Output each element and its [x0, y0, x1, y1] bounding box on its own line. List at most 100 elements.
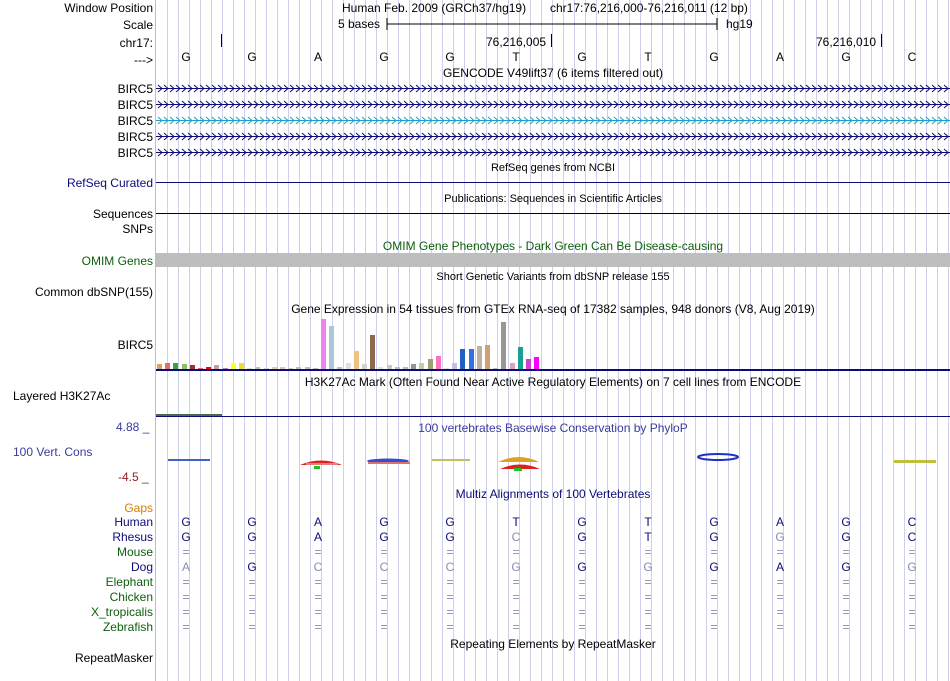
dbsnp-label[interactable]: Common dbSNP(155)	[34, 285, 153, 299]
gtex-tissue-bar[interactable]	[354, 351, 359, 369]
coord-label-2: 76,216,010	[816, 35, 877, 49]
gtex-tissue-bar[interactable]	[157, 364, 162, 369]
gtex-tissue-bar[interactable]	[296, 367, 301, 369]
species-label[interactable]: Mouse	[116, 545, 153, 559]
phylop-track-title: 100 vertebrates Basewise Conservation by…	[418, 421, 688, 435]
gencode-transcript[interactable]	[156, 148, 950, 157]
gtex-tissue-bar[interactable]	[362, 364, 367, 369]
gtex-tissue-bar[interactable]	[510, 363, 515, 369]
omim-label[interactable]: OMIM Genes	[81, 254, 153, 268]
gtex-tissue-bar[interactable]	[419, 363, 424, 369]
gtex-track-title: Gene Expression in 54 tissues from GTEx …	[291, 302, 815, 316]
alignment-base: C	[313, 560, 323, 574]
dna-base: G	[709, 50, 719, 64]
gtex-tissue-bar[interactable]	[485, 345, 490, 369]
gencode-gene-label[interactable]: BIRC5	[117, 146, 153, 160]
species-label[interactable]: X_tropicalis	[90, 605, 153, 619]
sequences-label[interactable]: Sequences	[92, 207, 153, 221]
gtex-tissue-bar[interactable]	[387, 365, 392, 369]
gtex-tissue-bar[interactable]	[469, 349, 474, 369]
species-label[interactable]: Elephant	[105, 575, 153, 589]
gtex-tissue-bar[interactable]	[444, 368, 449, 369]
dna-base: T	[512, 50, 520, 64]
gtex-tissue-bar[interactable]	[526, 359, 531, 369]
gtex-tissue-bar[interactable]	[346, 363, 351, 369]
alignment-base: C	[445, 560, 455, 574]
gtex-tissue-bar[interactable]	[198, 368, 203, 369]
species-label[interactable]: Dog	[130, 560, 153, 574]
gtex-tissue-bar[interactable]	[518, 347, 523, 369]
gtex-tissue-bar[interactable]	[493, 368, 498, 369]
refseq-label[interactable]: RefSeq Curated	[66, 176, 153, 190]
alignment-base: =	[512, 620, 520, 634]
gencode-transcript[interactable]	[156, 116, 950, 125]
repeatmasker-label[interactable]: RepeatMasker	[74, 651, 153, 665]
publications-sequence-line[interactable]	[156, 213, 950, 214]
gtex-tissue-bar[interactable]	[403, 367, 408, 369]
position-text[interactable]: chr17:76,216,000-76,216,011 (12 bp)	[550, 1, 748, 15]
gencode-gene-label[interactable]: BIRC5	[117, 114, 153, 128]
gencode-gene-label[interactable]: BIRC5	[117, 98, 153, 112]
gtex-tissue-bar[interactable]	[239, 363, 244, 369]
alignment-base: =	[776, 575, 784, 589]
gtex-tissue-bar[interactable]	[428, 359, 433, 369]
alignment-base: G	[379, 530, 389, 544]
gtex-label[interactable]: BIRC5	[117, 338, 153, 352]
gtex-tissue-bar[interactable]	[280, 367, 285, 369]
gtex-tissue-bar[interactable]	[534, 357, 539, 369]
gencode-transcript[interactable]	[156, 132, 950, 141]
alignment-base: G	[841, 560, 851, 574]
gtex-tissue-bar[interactable]	[206, 367, 211, 369]
gaps-label[interactable]: Gaps	[124, 501, 153, 515]
species-label[interactable]: Human	[114, 515, 153, 529]
gtex-tissue-bar[interactable]	[395, 367, 400, 369]
gtex-tissue-bar[interactable]	[370, 335, 375, 369]
species-label[interactable]: Rhesus	[112, 530, 153, 544]
gtex-tissue-bar[interactable]	[329, 326, 334, 369]
gtex-tissue-bar[interactable]	[288, 368, 293, 369]
alignment-base: =	[512, 545, 520, 559]
gtex-tissue-bar[interactable]	[477, 346, 482, 369]
alignment-base: G	[709, 515, 719, 529]
gtex-tissue-bar[interactable]	[337, 367, 342, 369]
alignment-base: =	[578, 590, 586, 604]
gencode-transcript[interactable]	[156, 84, 950, 93]
gencode-gene-label[interactable]: BIRC5	[117, 82, 153, 96]
snps-label[interactable]: SNPs	[122, 222, 153, 236]
gtex-gene-line	[156, 369, 950, 371]
gtex-tissue-bar[interactable]	[231, 363, 236, 369]
gtex-tissue-bar[interactable]	[305, 367, 310, 369]
refseq-gene-line[interactable]	[156, 182, 950, 183]
omim-feature-block[interactable]	[156, 253, 950, 267]
gtex-tissue-bar[interactable]	[182, 364, 187, 369]
gtex-tissue-bar[interactable]	[436, 356, 441, 369]
alignment-base: G	[775, 530, 785, 544]
gtex-tissue-bar[interactable]	[378, 367, 383, 369]
gtex-tissue-bar[interactable]	[255, 367, 260, 369]
gtex-tissue-bar[interactable]	[272, 367, 277, 369]
gtex-tissue-bar[interactable]	[214, 365, 219, 369]
phylop-label[interactable]: 100 Vert. Cons	[13, 445, 93, 459]
gencode-transcript[interactable]	[156, 100, 950, 109]
gtex-tissue-bar[interactable]	[190, 365, 195, 369]
alignment-base: =	[710, 545, 718, 559]
gtex-tissue-bar[interactable]	[247, 368, 252, 369]
species-label[interactable]: Zebrafish	[102, 620, 153, 634]
species-label[interactable]: Chicken	[109, 590, 153, 604]
alignment-base: =	[578, 605, 586, 619]
gencode-gene-label[interactable]: BIRC5	[117, 130, 153, 144]
gtex-tissue-bar[interactable]	[313, 368, 318, 369]
gtex-tissue-bar[interactable]	[173, 363, 178, 369]
h3k27ac-baseline	[156, 416, 950, 417]
gtex-tissue-bar[interactable]	[321, 319, 326, 369]
gtex-tissue-bar[interactable]	[264, 368, 269, 369]
gtex-tissue-bar[interactable]	[460, 349, 465, 369]
h3k27ac-label[interactable]: Layered H3K27Ac	[13, 389, 111, 403]
alignment-base: =	[842, 590, 850, 604]
gtex-tissue-bar[interactable]	[411, 364, 416, 369]
gtex-tissue-bar[interactable]	[501, 322, 506, 369]
gtex-tissue-bar[interactable]	[223, 368, 228, 369]
gtex-tissue-bar[interactable]	[452, 363, 457, 369]
gtex-tissue-bar[interactable]	[165, 363, 170, 369]
